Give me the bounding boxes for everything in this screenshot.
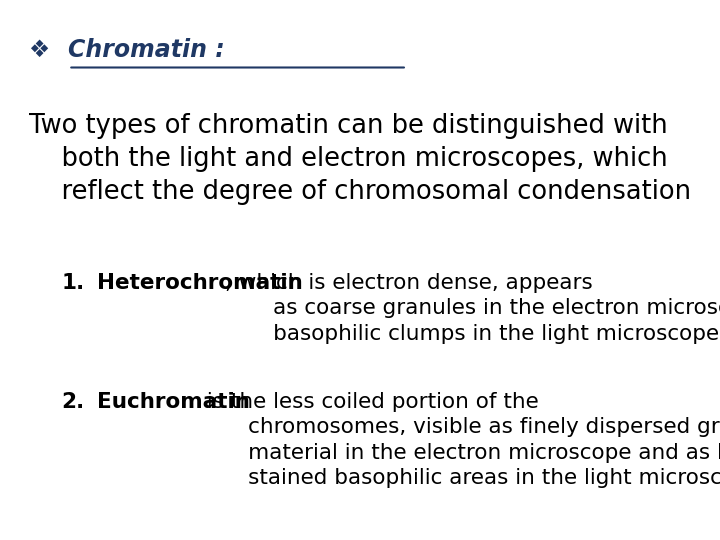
Text: is the less coiled portion of the
       chromosomes, visible as finely disperse: is the less coiled portion of the chromo…: [200, 392, 720, 488]
Text: Chromatin :: Chromatin :: [68, 38, 225, 62]
Text: Two types of chromatin can be distinguished with
    both the light and electron: Two types of chromatin can be distinguis…: [29, 113, 691, 205]
Text: Euchromatin: Euchromatin: [97, 392, 250, 411]
Text: ❖: ❖: [29, 38, 58, 62]
Text: 1.: 1.: [61, 273, 84, 293]
Text: Heterochromatin: Heterochromatin: [97, 273, 303, 293]
Text: 2.: 2.: [61, 392, 84, 411]
Text: , which is electron dense, appears
       as coarse granules in the electron mic: , which is electron dense, appears as co…: [225, 273, 720, 344]
